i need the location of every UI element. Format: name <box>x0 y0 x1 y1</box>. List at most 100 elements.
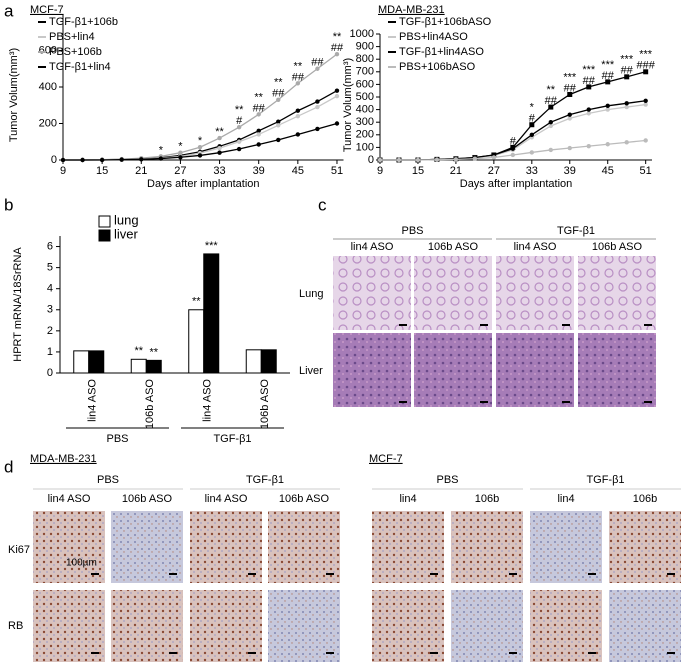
point <box>334 88 340 93</box>
legend-label: PBS+lin4ASO <box>399 31 468 43</box>
point <box>334 51 340 57</box>
x-tick-label: 21 <box>135 165 147 177</box>
x-tick-label: 106b ASO <box>259 379 271 430</box>
bar <box>188 309 205 374</box>
point <box>491 155 497 160</box>
point <box>624 104 629 110</box>
group-label: PBS <box>97 474 119 486</box>
annotation: *** <box>582 64 596 76</box>
column-label: 106b ASO <box>592 241 643 253</box>
annotation: ## <box>311 57 324 69</box>
point <box>548 147 553 153</box>
point <box>276 97 281 102</box>
legend-label: TGF-β1+106b <box>49 16 118 28</box>
x-tick-label: lin4 ASO <box>202 379 214 422</box>
point <box>586 111 591 116</box>
y-tick-label: 500 <box>356 91 374 103</box>
point <box>276 123 281 128</box>
annotation: ** <box>134 345 143 357</box>
point <box>643 69 649 75</box>
micrograph <box>190 511 262 583</box>
column-label: lin4 ASO <box>514 241 557 253</box>
annotation: ** <box>274 77 283 89</box>
micrograph <box>268 511 340 583</box>
annotation: * <box>159 144 164 156</box>
scale-bar <box>326 652 334 654</box>
y-tick-label: 400 <box>356 104 374 116</box>
annotation: ## <box>564 82 577 94</box>
bar <box>260 349 277 374</box>
annotation: *** <box>601 59 615 71</box>
point <box>434 157 440 162</box>
annotation: # <box>529 113 536 125</box>
point <box>624 74 630 80</box>
scale-bar <box>91 652 99 654</box>
annotation: ## <box>583 75 596 87</box>
x-tick-label: 51 <box>640 165 652 177</box>
y-axis-label: HPRT mRNA/18SrRNA <box>12 247 24 362</box>
group-label: TGF-β1 <box>213 433 251 445</box>
panel-label: b <box>4 195 13 214</box>
micrograph <box>372 590 444 662</box>
column-label: 106b <box>633 493 657 505</box>
bar <box>245 349 262 374</box>
row-label: Lung <box>299 288 323 300</box>
point <box>529 122 535 128</box>
scale-bar <box>562 401 570 403</box>
point <box>256 142 261 147</box>
micrograph <box>530 511 602 583</box>
group-label: PBS <box>436 474 458 486</box>
annotation: ## <box>602 70 615 82</box>
column-label: lin4 ASO <box>48 493 91 505</box>
annotation: ** <box>235 104 244 116</box>
micrograph <box>333 333 411 407</box>
annotation: ## <box>545 95 558 107</box>
annotation: ** <box>215 126 224 138</box>
column-label: lin4 <box>399 493 416 505</box>
y-axis-label: Tumor Volum(mm³) <box>8 48 20 142</box>
annotation: ** <box>149 346 158 358</box>
micrograph <box>111 590 183 662</box>
point <box>415 157 421 163</box>
block-title: MDA-MB-231 <box>30 453 97 465</box>
annotation: ** <box>192 296 201 308</box>
y-tick-label: 1000 <box>350 28 374 40</box>
point <box>624 101 629 106</box>
annotation: ** <box>547 84 556 96</box>
point <box>624 140 629 145</box>
point <box>377 157 383 163</box>
bar <box>130 358 147 374</box>
point <box>548 123 553 129</box>
point <box>315 104 320 110</box>
column-label: lin4 <box>557 493 574 505</box>
point <box>315 66 320 71</box>
point <box>295 108 301 113</box>
micrograph <box>578 333 656 407</box>
micrograph <box>609 511 681 583</box>
point <box>605 107 610 112</box>
row-label: Liver <box>299 365 323 377</box>
point <box>197 145 203 150</box>
micrograph <box>268 590 340 662</box>
point <box>295 114 301 119</box>
micrograph <box>333 256 411 330</box>
point <box>256 112 261 117</box>
micrograph <box>33 590 105 662</box>
x-axis-label: Days after implantation <box>460 178 573 190</box>
scale-bar <box>430 573 438 575</box>
annotation: ## <box>621 65 634 77</box>
point <box>334 93 340 99</box>
annotation: ## <box>331 42 344 54</box>
annotation: ## <box>272 88 285 100</box>
legend-label: PBS+106bASO <box>399 61 476 73</box>
legend-label: TGF-β1+106bASO <box>399 16 492 28</box>
bar <box>88 350 105 374</box>
point <box>158 156 164 161</box>
point <box>334 121 340 126</box>
micrograph <box>33 511 105 583</box>
point <box>605 142 610 147</box>
point <box>548 120 553 125</box>
point <box>605 103 610 109</box>
point <box>510 152 516 158</box>
annotation: ## <box>253 102 266 114</box>
